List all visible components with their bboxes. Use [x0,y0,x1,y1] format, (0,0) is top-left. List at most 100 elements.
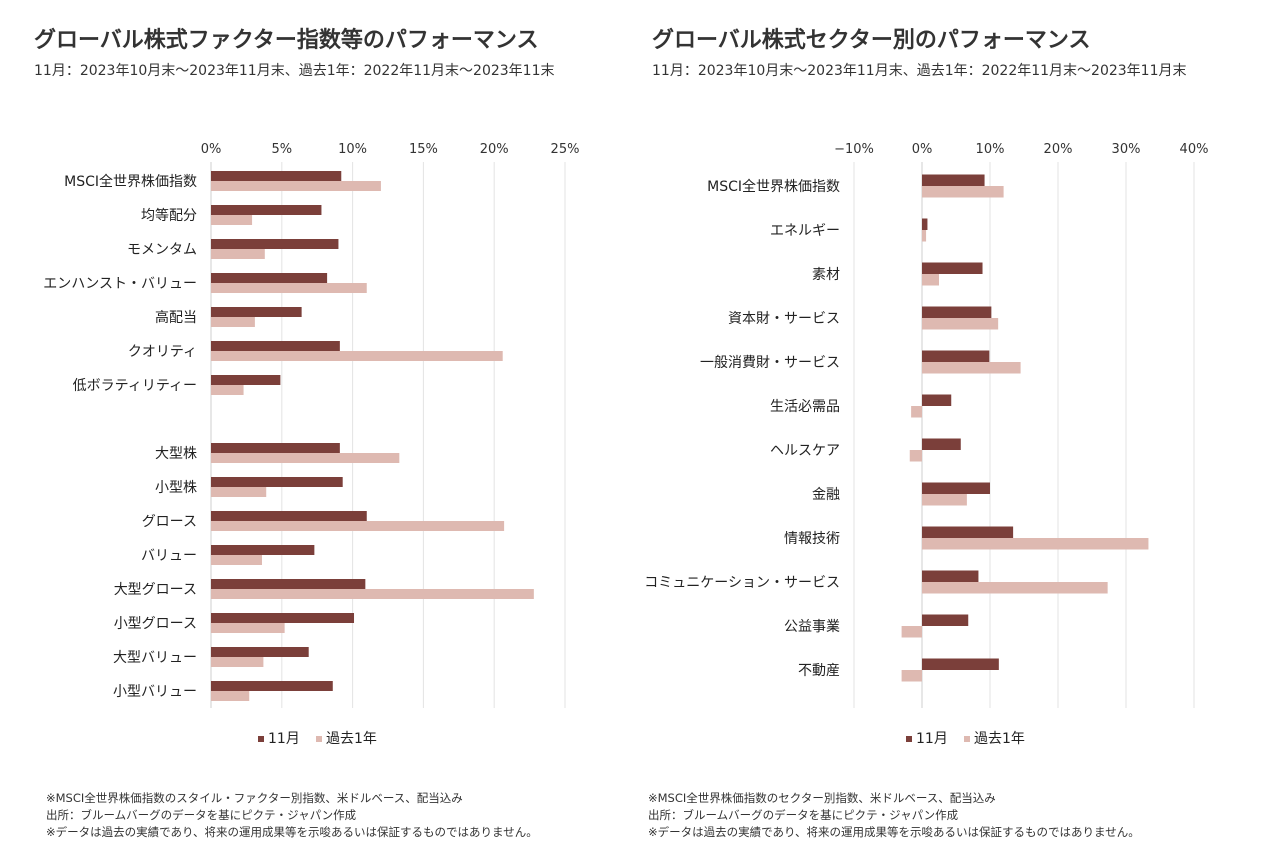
category-label: ヘルスケア [770,443,840,459]
bar-november [211,375,281,385]
note-line: ※MSCI全世界株価指数のスタイル・ファクター別指数、米ドルベース、配当込み [46,791,463,805]
category-label: バリュー [141,548,197,564]
sector-panel: グローバル株式セクター別のパフォーマンス 11月：2023年10月末～2023年… [630,0,1250,853]
bar-november [922,262,983,274]
bar-november [211,681,333,691]
category-label: 低ボラティリティー [73,378,197,394]
category-label: 公益事業 [784,619,840,635]
category-label: コミュニケーション・サービス [644,575,840,591]
bar-past-year [909,450,922,462]
bar-past-year [901,626,922,638]
bar-past-year [211,589,534,599]
category-label: 資本財・サービス [728,311,840,327]
sector-chart-subtitle: 11月：2023年10月末～2023年11月末、過去1年：2022年11月末～2… [652,63,1187,79]
factor-notes: ※MSCI全世界株価指数のスタイル・ファクター別指数、米ドルベース、配当込み 出… [46,790,538,841]
legend-swatch-november [258,736,264,742]
bar-november [922,174,985,186]
bar-november [922,482,990,494]
bar-past-year [922,582,1108,594]
bar-past-year [211,657,264,667]
bar-november [211,273,328,283]
bar-november [211,579,366,589]
bar-past-year [922,230,927,242]
category-label: エネルギー [770,223,840,239]
note-line: ※データは過去の実績であり、将来の運用成果等を示唆あるいは保証するものではありま… [648,825,1140,839]
category-label: 生活必需品 [770,399,840,415]
sector-bar-chart: −10% 0% 10% 20% 30% 40% MSCI全世界株価指数エネルギー素材資本財・… [644,142,1209,747]
category-label: エンハンスト・バリュー [43,276,197,292]
bar-november [211,205,322,215]
bar-past-year [901,670,922,682]
bar-november [922,614,969,626]
x-tick-label: 40% [1180,142,1209,157]
bar-november [922,526,1014,538]
bar-november [211,171,342,181]
bar-past-year [211,521,505,531]
legend-swatch-november [906,736,912,742]
bar-past-year [211,487,267,497]
legend-swatch-past-year [316,736,322,742]
legend-label-november: 11月 [916,731,948,747]
x-tick-label: 25% [551,142,580,157]
bar-past-year [211,385,244,395]
bar-past-year [211,317,255,327]
factor-panel: グローバル株式ファクター指数等のパフォーマンス 11月：2023年10月末～20… [0,0,620,853]
bar-november [211,647,309,657]
bar-november [211,511,367,521]
category-label: MSCI全世界株価指数 [707,178,840,195]
note-line: ※MSCI全世界株価指数のセクター別指数、米ドルベース、配当込み [648,791,996,805]
bar-november [211,613,355,623]
bar-past-year [922,538,1149,550]
sector-chart-title: グローバル株式セクター別のパフォーマンス [652,28,1091,53]
category-label: 大型グロース [114,582,197,598]
category-label: 均等配分 [141,207,197,224]
category-label: 不動産 [798,663,840,679]
legend-swatch-past-year [964,736,970,742]
bar-november [922,438,961,450]
category-label: 情報技術 [784,531,840,547]
category-label: 一般消費財・サービス [700,355,840,371]
x-tick-label: −10% [834,142,874,157]
x-tick-label: 30% [1112,142,1141,157]
bar-november [922,218,928,230]
x-tick-label: 15% [409,142,438,157]
x-tick-label: 0% [912,142,933,157]
x-tick-label: 10% [976,142,1005,157]
legend-label-november: 11月 [268,731,300,747]
bar-past-year [211,181,381,191]
bar-past-year [211,623,285,633]
bar-past-year [922,494,967,506]
bar-november [211,477,343,487]
category-label: 大型バリュー [113,650,197,666]
bar-november [211,307,302,317]
bar-past-year [211,351,503,361]
bar-november [211,341,340,351]
bar-past-year [211,691,250,701]
category-label: MSCI全世界株価指数 [64,173,197,190]
x-tick-label: 20% [1044,142,1073,157]
bar-past-year [911,406,922,418]
category-label: 大型株 [155,446,197,462]
bar-past-year [211,555,262,565]
bar-november [922,394,952,406]
x-tick-label: 0% [201,142,222,157]
bar-past-year [922,274,939,286]
category-label: モメンタム [127,242,197,258]
category-label: クオリティ [128,344,197,360]
x-tick-label: 10% [338,142,367,157]
legend-label-past-year: 過去1年 [974,731,1025,747]
category-label: 金融 [812,487,840,503]
bar-past-year [922,318,999,330]
sector-notes: ※MSCI全世界株価指数のセクター別指数、米ドルベース、配当込み 出所：ブルーム… [648,790,1140,841]
category-label: 小型株 [155,480,197,496]
bar-past-year [211,453,400,463]
note-line: 出所：ブルームバーグのデータを基にピクテ・ジャパン作成 [46,808,357,822]
x-tick-label: 5% [271,142,292,157]
bar-november [922,306,992,318]
bar-november [922,570,979,582]
note-line: 出所：ブルームバーグのデータを基にピクテ・ジャパン作成 [648,808,959,822]
bar-november [211,443,340,453]
category-label: 素材 [812,267,840,283]
legend-label-past-year: 過去1年 [326,731,377,747]
factor-bar-chart: 0% 5% 10% 15% 20% 25% MSCI全世界株価指数均等配分モメンタムエンハン… [43,142,580,747]
